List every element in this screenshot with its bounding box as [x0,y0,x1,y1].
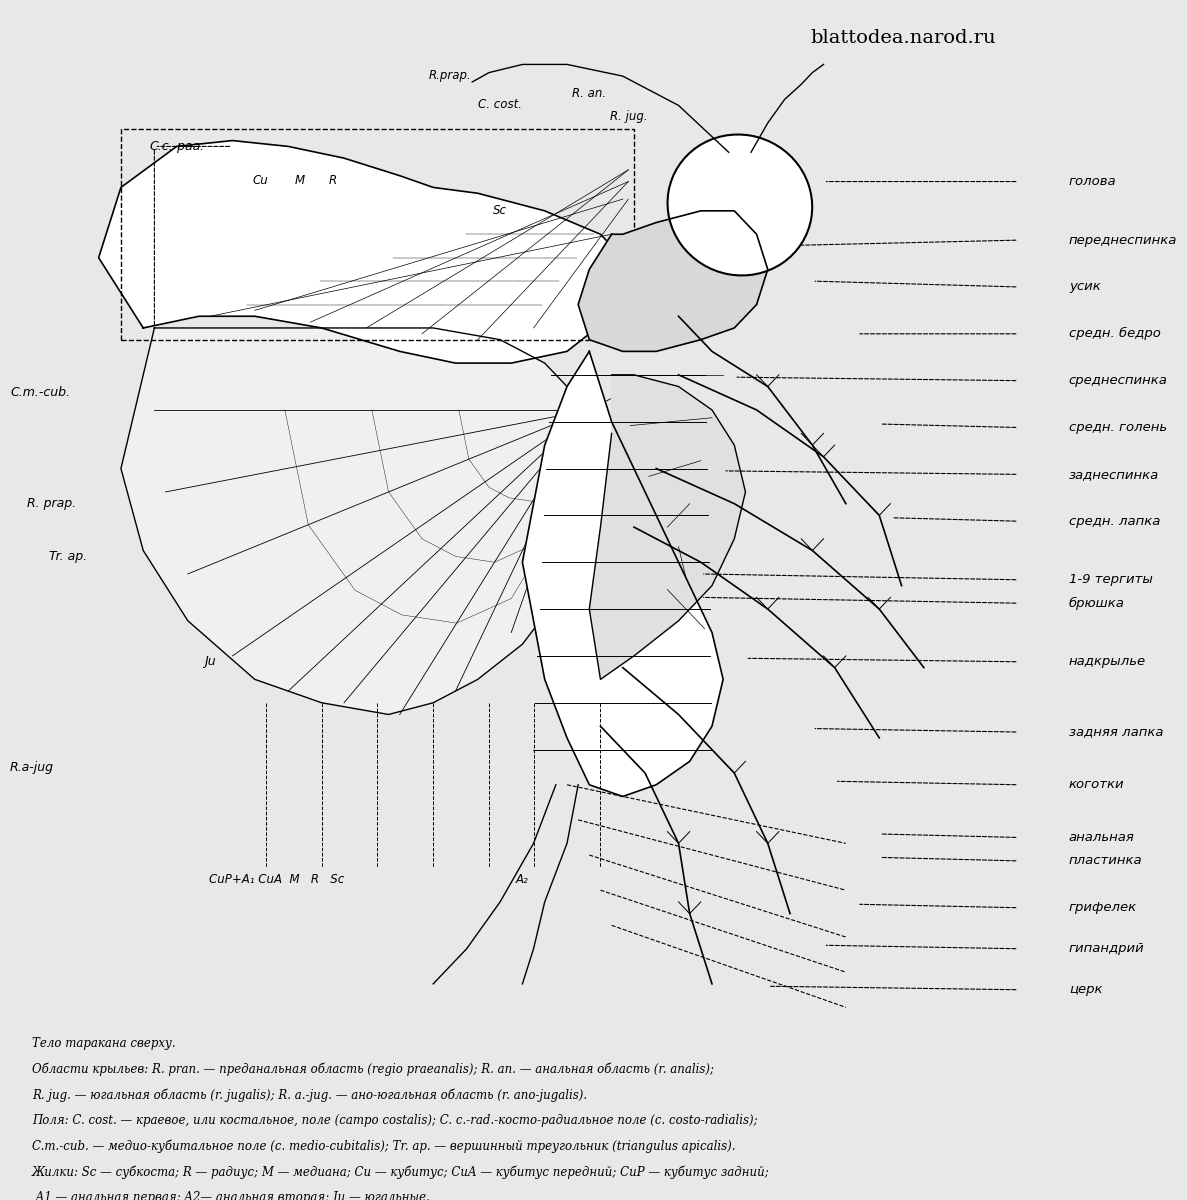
Text: C.m.-cub.: C.m.-cub. [11,386,71,398]
Text: заднеспинка: заднеспинка [1068,468,1160,481]
Text: коготки: коготки [1068,779,1124,791]
Text: средн. лапка: средн. лапка [1068,515,1160,528]
Text: усик: усик [1068,281,1100,294]
Text: среднеспинка: среднеспинка [1068,374,1168,388]
Text: Sc: Sc [493,204,507,217]
Text: брюшка: брюшка [1068,596,1125,610]
Polygon shape [589,374,745,679]
Text: средн. голень: средн. голень [1068,421,1167,434]
Text: R. prap.: R. prap. [27,497,76,510]
Text: R. jug.: R. jug. [610,110,647,122]
Polygon shape [578,211,768,352]
Text: средн. бедро: средн. бедро [1068,328,1161,341]
Text: A1 — анальная первая; A2— анальная вторая; Ju — югальные.: A1 — анальная первая; A2— анальная втора… [32,1192,430,1200]
Text: Поля: C. cost. — краевое, или костальное, поле (campo costalis); C. c.-rad.-кост: Поля: C. cost. — краевое, или костальное… [32,1114,757,1127]
Text: анальная: анальная [1068,830,1135,844]
Text: C.c.-рaa.: C.c.-рaa. [150,140,204,152]
Ellipse shape [667,134,812,276]
Text: переднеспинка: переднеспинка [1068,234,1178,247]
Text: надкрылье: надкрылье [1068,655,1145,668]
Text: Ju: Ju [204,655,216,668]
Polygon shape [522,352,723,797]
Text: CuP+A₁ CuA  M   R   Sc: CuP+A₁ CuA M R Sc [209,872,344,886]
Text: 1-9 тергиты: 1-9 тергиты [1068,574,1153,587]
Text: M: M [294,174,304,187]
Text: задняя лапка: задняя лапка [1068,726,1163,738]
Text: грифелек: грифелек [1068,901,1137,914]
Text: Tr. ap.: Tr. ap. [50,550,88,563]
Text: голова: голова [1068,175,1117,188]
Text: R.prap.: R.prap. [429,68,471,82]
Text: Cu: Cu [253,174,268,187]
Text: blattodea.narod.ru: blattodea.narod.ru [811,29,996,47]
Text: гипандрий: гипандрий [1068,942,1144,955]
Text: A₂: A₂ [516,872,528,886]
Text: R: R [329,174,337,187]
Polygon shape [121,328,623,714]
Text: Тело таракана сверху.: Тело таракана сверху. [32,1037,176,1050]
Text: R. an.: R. an. [572,86,607,100]
Text: Области крыльев: R. pran. — преданальная область (regio praeanalis); R. an. — ан: Области крыльев: R. pran. — преданальная… [32,1062,713,1076]
Text: C.m.-cub. — медио-кубитальное поле (c. medio-cubitalis); Tr. ap. — вершинный тре: C.m.-cub. — медио-кубитальное поле (c. m… [32,1140,735,1153]
Text: Жилки: Sc — субкоста; R — радиус; M — медиана; Cu — кубитус; CuA — кубитус перед: Жилки: Sc — субкоста; R — радиус; M — ме… [32,1165,769,1178]
Text: R. jug. — югальная область (r. jugalis); R. a.-jug. — ано-югальная область (r. a: R. jug. — югальная область (r. jugalis);… [32,1088,586,1102]
Text: церк: церк [1068,983,1103,996]
Text: C. cost.: C. cost. [478,98,522,112]
Text: пластинка: пластинка [1068,854,1142,868]
Text: R.a-jug: R.a-jug [9,761,55,774]
Polygon shape [99,140,634,364]
